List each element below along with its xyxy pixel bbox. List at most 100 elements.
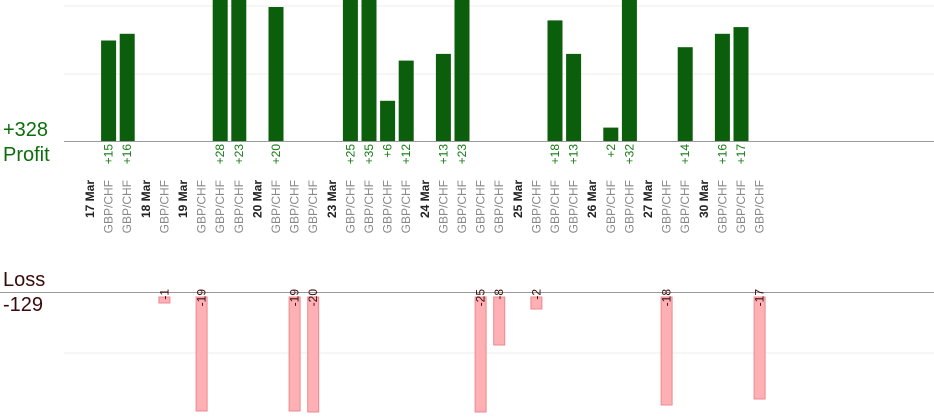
profit-value-label: +12 [399, 144, 413, 165]
pair-label: GBP/CHF [213, 180, 227, 233]
loss-bar [660, 296, 673, 406]
profit-bar [603, 127, 619, 141]
loss-value-label: -8 [492, 289, 506, 300]
pair-label: GBP/CHF [604, 180, 618, 233]
pair-label: GBP/CHF [529, 180, 543, 233]
profit-bar [212, 0, 228, 141]
profit-value-label: +2 [604, 144, 618, 158]
pair-label: GBP/CHF [306, 180, 320, 233]
pair-label: GBP/CHF [362, 180, 376, 233]
pair-label: GBP/CHF [288, 180, 302, 233]
profit-value-label: +32 [622, 144, 636, 165]
profit-total: +328 [3, 119, 49, 141]
pair-label: GBP/CHF [232, 180, 246, 233]
profit-value-label: +35 [362, 144, 376, 165]
loss-value-label: -19 [195, 289, 209, 307]
profit-bar [268, 7, 284, 141]
profit-value-label: +16 [120, 144, 134, 165]
profit-value-label: +15 [102, 144, 116, 165]
profit-bar [677, 47, 693, 142]
loss-value-label: -20 [306, 289, 320, 307]
date-label: 19 Mar [176, 180, 190, 218]
pair-label: GBP/CHF [195, 180, 209, 233]
profit-bar [101, 40, 117, 141]
profit-value-label: +18 [548, 144, 562, 165]
profit-bar [733, 27, 749, 142]
pair-label: GBP/CHF [343, 180, 357, 233]
loss-value-label: -19 [288, 289, 302, 307]
profit-bar [119, 33, 135, 141]
pair-label: GBP/CHF [399, 180, 413, 233]
pair-label: GBP/CHF [102, 180, 116, 233]
loss-bar [753, 296, 766, 400]
profit-value-label: +28 [213, 144, 227, 165]
profit-value-label: +23 [232, 144, 246, 165]
date-label: 26 Mar [585, 180, 599, 218]
loss-bar [307, 296, 320, 413]
profit-bar [231, 0, 247, 141]
grid-layer [64, 5, 934, 354]
profit-value-label: +6 [381, 144, 395, 158]
date-label: 23 Mar [325, 180, 339, 218]
date-label: 20 Mar [250, 180, 264, 218]
loss-value-label: -2 [529, 289, 543, 300]
label-layer: 17 Mar GBP/CHF +15 GBP/CHF +16 18 Mar GBP/CHF -… [83, 144, 767, 307]
profit-label: Profit [3, 144, 50, 166]
profit-bar [547, 20, 563, 141]
pair-label: GBP/CHF [567, 180, 581, 233]
loss-value-label: -18 [660, 289, 674, 307]
pair-label: GBP/CHF [381, 180, 395, 233]
profit-value-label: +25 [343, 144, 357, 165]
date-label: 30 Mar [697, 180, 711, 218]
date-label: 25 Mar [511, 180, 525, 218]
loss-bar [195, 296, 208, 412]
profit-bar [342, 0, 358, 141]
bar-layer [101, 0, 766, 413]
pair-label: GBP/CHF [753, 180, 767, 233]
loss-bar [288, 296, 301, 412]
profit-bar [621, 0, 637, 141]
profit-bar [566, 53, 582, 141]
loss-bar [158, 296, 171, 304]
pair-label: GBP/CHF [548, 180, 562, 233]
axis-layer [0, 141, 934, 293]
pair-label: GBP/CHF [157, 180, 171, 233]
pair-label: GBP/CHF [474, 180, 488, 233]
pair-label: GBP/CHF [734, 180, 748, 233]
profit-bar [361, 0, 377, 141]
loss-bar [474, 296, 487, 413]
pair-label: GBP/CHF [622, 180, 636, 233]
pair-label: GBP/CHF [678, 180, 692, 233]
date-label: 24 Mar [418, 180, 432, 218]
profit-bar [380, 100, 396, 141]
loss-bar [493, 296, 506, 346]
pair-label: GBP/CHF [715, 180, 729, 233]
profit-bar [454, 0, 470, 141]
profit-value-label: +16 [715, 144, 729, 165]
pair-label: GBP/CHF [492, 180, 506, 233]
date-label: 17 Mar [83, 180, 97, 218]
loss-label: Loss [3, 269, 46, 291]
loss-value-label: -25 [474, 289, 488, 307]
profit-value-label: +13 [436, 144, 450, 165]
loss-value-label: -1 [157, 289, 171, 300]
profit-value-label: +14 [678, 144, 692, 165]
pair-label: GBP/CHF [269, 180, 283, 233]
profit-bar [714, 33, 730, 141]
profit-bar [435, 53, 451, 141]
profit-value-label: +20 [269, 144, 283, 165]
date-label: 18 Mar [139, 180, 153, 218]
pair-label: GBP/CHF [436, 180, 450, 233]
profit-value-label: +13 [567, 144, 581, 165]
loss-total: -129 [3, 294, 44, 316]
profit-bar [398, 60, 414, 141]
profit-value-label: +23 [455, 144, 469, 165]
date-label: 27 Mar [641, 180, 655, 218]
pair-label: GBP/CHF [120, 180, 134, 233]
loss-value-label: -17 [753, 289, 767, 307]
loss-bar [530, 296, 543, 310]
pair-label: GBP/CHF [660, 180, 674, 233]
profit-value-label: +17 [734, 144, 748, 165]
pair-label: GBP/CHF [455, 180, 469, 233]
